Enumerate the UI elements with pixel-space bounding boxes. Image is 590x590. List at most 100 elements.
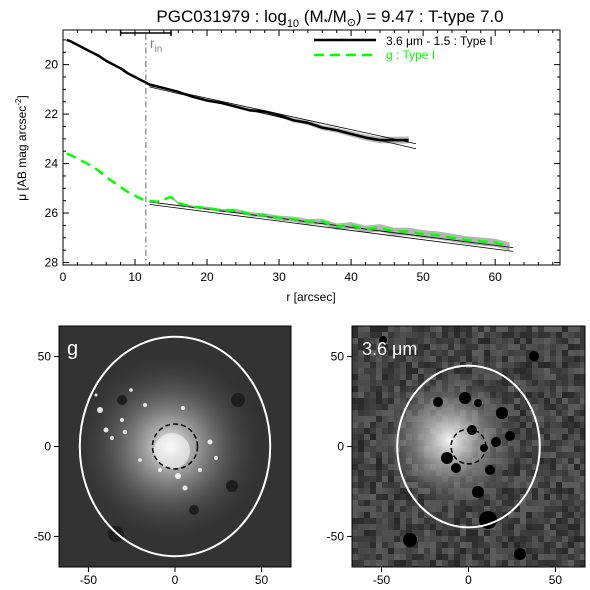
noise-pixel <box>400 494 406 500</box>
noise-pixel <box>406 530 412 536</box>
noise-pixel <box>376 386 382 392</box>
noise-pixel <box>352 506 358 512</box>
noise-pixel <box>394 332 400 338</box>
noise-pixel <box>532 500 538 506</box>
noise-pixel <box>370 446 376 452</box>
noise-pixel <box>514 404 520 410</box>
noise-pixel <box>580 380 585 386</box>
noise-pixel <box>490 362 496 368</box>
noise-pixel <box>544 374 550 380</box>
x-tick-label: 60 <box>488 270 502 284</box>
noise-pixel <box>580 410 585 416</box>
noise-pixel <box>418 536 424 542</box>
noise-pixel <box>568 434 574 440</box>
noise-pixel <box>568 494 574 500</box>
noise-pixel <box>400 326 406 332</box>
noise-pixel <box>562 362 568 368</box>
noise-pixel <box>574 536 580 542</box>
noise-pixel <box>394 554 400 560</box>
noise-pixel <box>562 530 568 536</box>
noise-pixel <box>562 338 568 344</box>
noise-pixel <box>568 500 574 506</box>
noise-pixel <box>520 500 526 506</box>
noise-pixel <box>394 524 400 530</box>
y-tick-label: 20 <box>45 58 59 72</box>
noise-pixel <box>520 428 526 434</box>
noise-pixel <box>508 512 514 518</box>
fit-line-g-y1 <box>149 201 514 249</box>
noise-pixel <box>484 326 490 332</box>
noise-pixel <box>550 332 556 338</box>
noise-pixel <box>358 482 364 488</box>
noise-pixel <box>538 338 544 344</box>
noise-pixel <box>514 386 520 392</box>
noise-pixel <box>580 344 585 350</box>
noise-pixel <box>526 422 532 428</box>
noise-pixel <box>496 530 502 536</box>
noise-pixel <box>352 458 358 464</box>
noise-pixel <box>520 482 526 488</box>
noise-pixel <box>520 350 526 356</box>
noise-pixel <box>370 548 376 554</box>
noise-pixel <box>484 536 490 542</box>
image-y-tick-label: 0 <box>44 440 51 454</box>
noise-pixel <box>520 434 526 440</box>
noise-pixel <box>514 338 520 344</box>
masked-source <box>514 548 526 560</box>
fit-line-3p6-y1 <box>149 85 417 145</box>
noise-pixel <box>532 440 538 446</box>
noise-pixel <box>352 440 358 446</box>
noise-pixel <box>526 446 532 452</box>
noise-pixel <box>358 458 364 464</box>
noise-pixel <box>538 428 544 434</box>
noise-pixel <box>574 464 580 470</box>
noise-pixel <box>562 452 568 458</box>
noise-pixel <box>508 380 514 386</box>
noise-pixel <box>352 356 358 362</box>
noise-pixel <box>388 542 394 548</box>
noise-pixel <box>358 410 364 416</box>
noise-pixel <box>520 452 526 458</box>
noise-pixel <box>538 350 544 356</box>
noise-pixel <box>496 368 502 374</box>
noise-pixel <box>532 332 538 338</box>
noise-pixel <box>526 338 532 344</box>
noise-pixel <box>496 374 502 380</box>
image-panel-g: g -50 0 50 50 0 -50 <box>34 325 292 587</box>
noise-pixel <box>430 332 436 338</box>
noise-pixel <box>574 542 580 548</box>
noise-pixel <box>448 326 454 332</box>
noise-pixel <box>382 500 388 506</box>
noise-pixel <box>352 482 358 488</box>
image-x-tick-label: 50 <box>255 573 269 587</box>
noise-pixel <box>568 416 574 422</box>
noise-pixel <box>580 404 585 410</box>
noise-pixel <box>538 422 544 428</box>
noise-pixel <box>370 470 376 476</box>
noise-pixel <box>406 548 412 554</box>
galaxy-g-core <box>154 433 190 469</box>
noise-pixel <box>520 404 526 410</box>
noise-pixel <box>394 530 400 536</box>
noise-pixel <box>514 332 520 338</box>
noise-pixel <box>352 494 358 500</box>
noise-pixel <box>496 356 502 362</box>
y-tick-label: 22 <box>45 107 59 121</box>
noise-pixel <box>490 326 496 332</box>
noise-pixel <box>520 368 526 374</box>
noise-pixel <box>532 446 538 452</box>
noise-pixel <box>382 476 388 482</box>
noise-pixel <box>466 512 472 518</box>
noise-pixel <box>358 464 364 470</box>
noise-pixel <box>520 416 526 422</box>
noise-pixel <box>532 362 538 368</box>
noise-pixel <box>508 482 514 488</box>
noise-pixel <box>508 476 514 482</box>
noise-pixel <box>562 416 568 422</box>
noise-pixel <box>550 326 556 332</box>
masked-source <box>379 336 387 344</box>
noise-pixel <box>382 332 388 338</box>
noise-pixel <box>538 434 544 440</box>
noise-pixel <box>358 344 364 350</box>
noise-pixel <box>514 356 520 362</box>
